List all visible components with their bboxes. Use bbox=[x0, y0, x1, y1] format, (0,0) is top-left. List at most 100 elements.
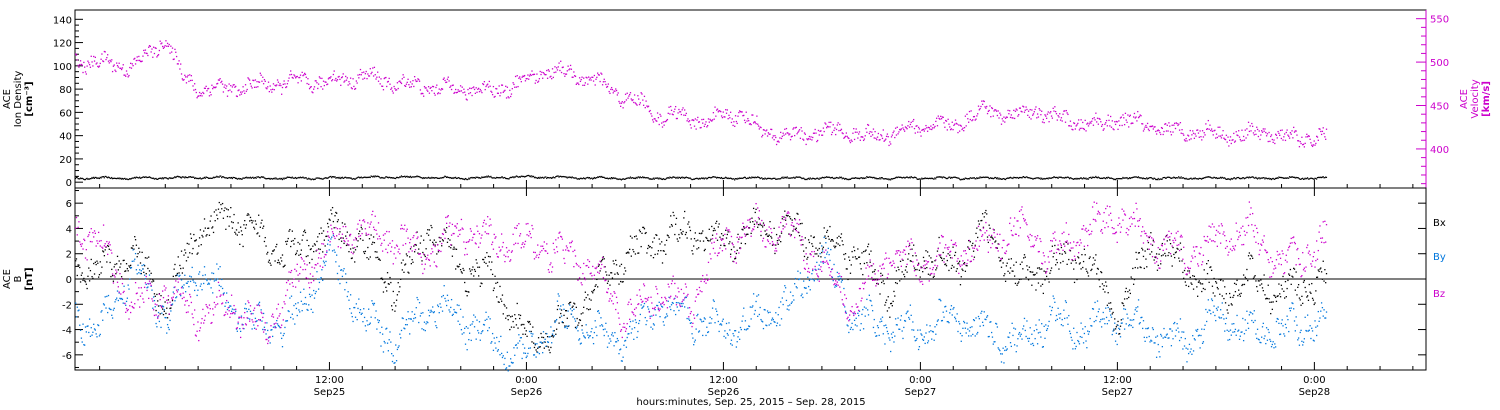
bx-series-point bbox=[1084, 254, 1086, 256]
bx-series-point bbox=[139, 262, 142, 264]
bx-series-point bbox=[1289, 268, 1292, 271]
density-series-point bbox=[600, 176, 602, 178]
density-series-point bbox=[602, 176, 604, 178]
density-series-point bbox=[706, 178, 708, 180]
velocity-series-point bbox=[771, 128, 773, 131]
bx-series-point bbox=[976, 227, 978, 229]
velocity-series-point bbox=[546, 69, 548, 72]
velocity-series-point bbox=[1305, 136, 1307, 138]
density-series-point bbox=[1123, 177, 1125, 179]
density-series-point bbox=[281, 177, 283, 180]
density-series-point bbox=[858, 177, 860, 179]
bx-series-point bbox=[497, 301, 500, 303]
bx-series-point bbox=[1026, 265, 1028, 267]
velocity-series-point bbox=[84, 71, 87, 73]
density-series-point bbox=[1016, 176, 1018, 179]
density-series-point bbox=[857, 177, 859, 180]
density-series-point bbox=[1198, 177, 1200, 179]
bx-series-point bbox=[226, 215, 229, 218]
bx-series-point bbox=[188, 243, 190, 245]
density-series-point bbox=[901, 177, 903, 179]
density-series-point bbox=[536, 177, 538, 179]
velocity-series-point bbox=[981, 103, 984, 105]
bx-series-point bbox=[1098, 279, 1100, 281]
density-series-point bbox=[831, 176, 833, 178]
density-series-point bbox=[226, 177, 229, 179]
velocity-series-point bbox=[1047, 111, 1049, 113]
bx-series-point bbox=[390, 305, 393, 307]
density-series-point bbox=[331, 177, 333, 179]
velocity-series-point bbox=[876, 138, 878, 141]
bx-series-point bbox=[225, 228, 227, 230]
bx-series-point bbox=[313, 243, 316, 245]
bx-series-point bbox=[492, 289, 495, 292]
by-series-point bbox=[168, 328, 170, 331]
velocity-series-point bbox=[1082, 121, 1084, 124]
density-series-point bbox=[787, 177, 789, 179]
bx-series-point bbox=[405, 253, 408, 255]
by-series-point bbox=[222, 293, 225, 295]
density-series-point bbox=[885, 178, 887, 180]
bx-series-point bbox=[661, 262, 664, 264]
bx-series-point bbox=[1109, 308, 1111, 310]
density-series-point bbox=[443, 176, 445, 178]
bx-series-point bbox=[1298, 297, 1301, 299]
density-series-point bbox=[1237, 176, 1239, 179]
bx-series-point bbox=[643, 228, 646, 230]
density-series-point bbox=[569, 176, 572, 178]
bx-series-point bbox=[390, 281, 392, 284]
bx-series-point bbox=[795, 227, 797, 229]
velocity-series-point bbox=[1044, 114, 1046, 116]
velocity-series-point bbox=[1203, 132, 1205, 134]
bx-series-point bbox=[1003, 275, 1005, 277]
velocity-series-point bbox=[131, 63, 133, 65]
density-series-point bbox=[1056, 176, 1058, 179]
density-series-point bbox=[748, 177, 750, 179]
density-series-point bbox=[184, 176, 187, 178]
bx-series-point bbox=[1228, 304, 1230, 307]
density-series-point bbox=[545, 176, 547, 178]
bx-series-point bbox=[221, 202, 224, 205]
density-series-point bbox=[993, 177, 995, 179]
velocity-series-point bbox=[545, 73, 547, 76]
bx-series-point bbox=[321, 232, 323, 234]
velocity-series-point bbox=[680, 113, 683, 116]
velocity-series-point bbox=[1172, 131, 1174, 133]
density-series-point bbox=[863, 177, 865, 180]
by-series-point bbox=[277, 324, 280, 327]
velocity-series-point bbox=[903, 130, 906, 132]
bx-series-point bbox=[455, 268, 457, 270]
velocity-series-point bbox=[761, 136, 763, 138]
bx-series-point bbox=[320, 227, 322, 229]
density-series-point bbox=[196, 177, 198, 180]
velocity-series-point bbox=[1230, 142, 1232, 145]
by-series-point bbox=[128, 288, 130, 290]
bx-series-point bbox=[977, 220, 980, 222]
velocity-series-point bbox=[1188, 139, 1191, 141]
velocity-series-point bbox=[449, 86, 451, 88]
velocity-series-point bbox=[1273, 139, 1275, 141]
bx-series-point bbox=[1266, 297, 1269, 300]
bx-series-point bbox=[881, 274, 884, 276]
density-series-point bbox=[652, 178, 654, 180]
velocity-series-point bbox=[230, 84, 232, 87]
bx-series-point bbox=[1175, 251, 1177, 253]
bx-series-point bbox=[1263, 274, 1265, 276]
density-series-point bbox=[597, 176, 599, 178]
velocity-series-point bbox=[816, 140, 818, 143]
velocity-series-point bbox=[88, 62, 90, 64]
bx-series-point bbox=[122, 259, 124, 262]
by-series-point bbox=[231, 308, 234, 310]
density-series-point bbox=[1131, 177, 1133, 179]
velocity-series-point bbox=[1138, 116, 1141, 118]
by-series-point bbox=[96, 336, 98, 338]
velocity-series-point bbox=[300, 80, 303, 82]
velocity-series-point bbox=[399, 80, 401, 82]
density-series-point bbox=[599, 175, 601, 178]
density-series-point bbox=[314, 178, 316, 180]
by-series-point bbox=[133, 260, 135, 262]
bx-series-point bbox=[1025, 276, 1027, 279]
density-series-point bbox=[462, 178, 464, 180]
velocity-series-point bbox=[249, 79, 251, 81]
velocity-series-point bbox=[968, 110, 971, 113]
